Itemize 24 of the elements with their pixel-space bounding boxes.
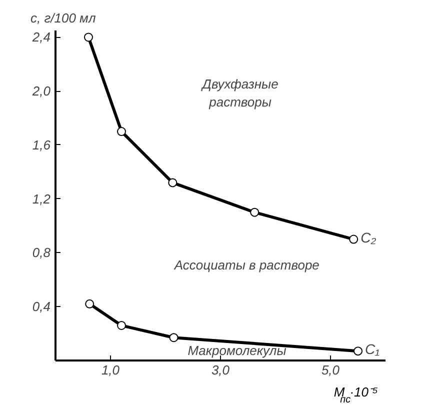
x-tick-label: 1,0 (101, 362, 120, 378)
annotation: Ассоциаты в растворе (173, 257, 320, 272)
x-tick-label: 3,0 (211, 362, 230, 378)
annotation: Двухфазные растворы (200, 76, 278, 110)
x-tick-label: 5,0 (321, 362, 340, 378)
y-tick-label: 1,2 (32, 191, 52, 206)
point (250, 208, 260, 217)
series-label: C₁ (365, 341, 380, 358)
point (354, 346, 362, 356)
y-tick-label: 0,8 (32, 245, 52, 260)
y-tick-label: 2,4 (31, 30, 51, 45)
point (349, 234, 358, 244)
point (84, 32, 93, 42)
y-tick-label: 1,6 (32, 137, 52, 152)
annotation: Макромолекулы (188, 343, 287, 358)
y-tick-label: 2,0 (31, 84, 52, 99)
y-tick-label: 0,4 (32, 299, 51, 314)
point (168, 178, 178, 188)
series-label: C₂ (360, 229, 377, 246)
point (169, 333, 178, 342)
point (85, 299, 94, 308)
y-axis-title: c, г/100 мл (30, 10, 96, 26)
point (117, 320, 126, 330)
point (117, 127, 126, 136)
